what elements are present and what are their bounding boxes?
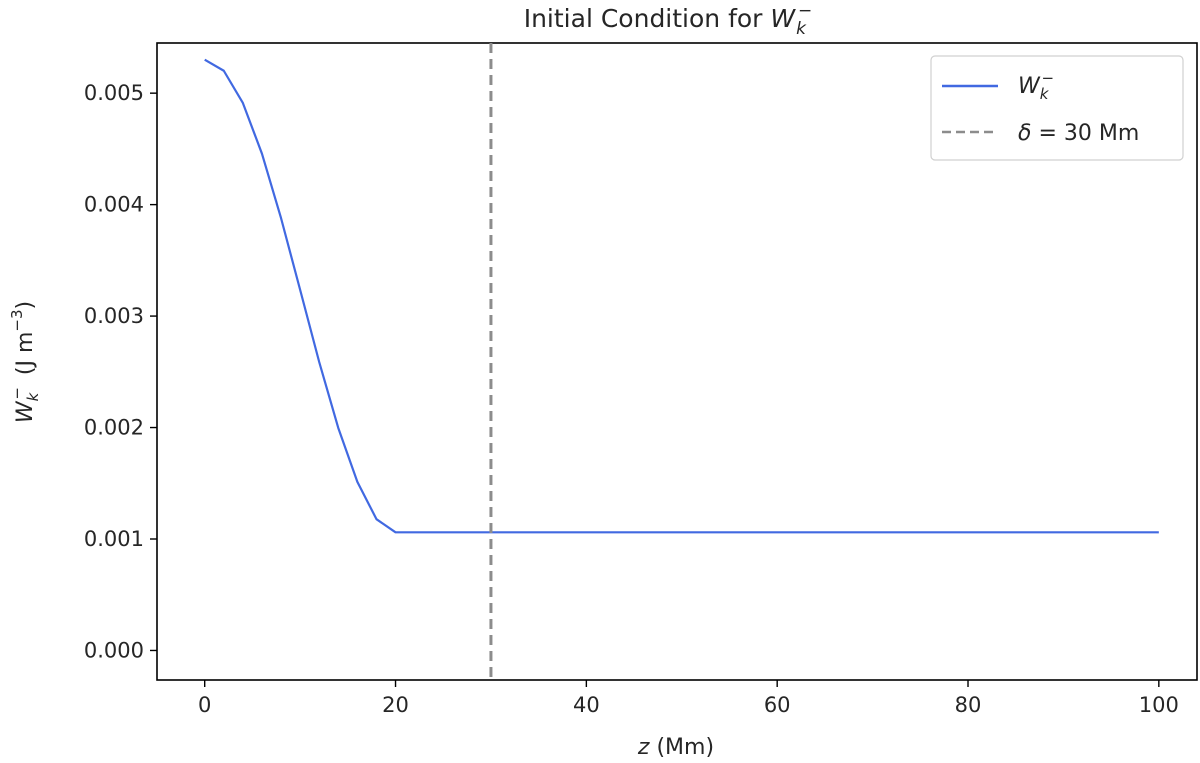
y-axis-ticks: 0.000 0.001 0.002 0.003 0.004 0.005 [84, 81, 157, 662]
legend-label-vline: δ = 30 Mm [1018, 121, 1139, 146]
x-tick-label: 80 [955, 693, 982, 717]
plot-area [204, 43, 1159, 680]
y-tick-label: 0.005 [84, 81, 144, 105]
legend: Wk− δ = 30 Mm [930, 55, 1184, 161]
legend-box [930, 55, 1184, 161]
x-axis-label: z (Mm) [637, 735, 714, 760]
y-tick-label: 0.001 [84, 527, 144, 551]
y-tick-label: 0.003 [84, 304, 144, 328]
y-axis-label: Wk−(J m−3) [8, 301, 42, 423]
x-tick-label: 100 [1139, 693, 1179, 717]
series-line [204, 58, 1159, 534]
y-tick-label: 0.002 [84, 416, 144, 440]
plot-frame [156, 42, 1198, 681]
x-tick-label: 0 [198, 693, 211, 717]
x-tick-label: 60 [764, 693, 791, 717]
x-tick-label: 40 [573, 693, 600, 717]
x-tick-label: 20 [382, 693, 409, 717]
y-tick-label: 0.004 [84, 193, 144, 217]
chart-title: Initial Condition for Wk− [524, 1, 813, 39]
x-axis-ticks: 0 20 40 60 80 100 [198, 680, 1179, 717]
legend-label-series: Wk− [1018, 69, 1054, 103]
y-tick-label: 0.000 [84, 638, 144, 662]
